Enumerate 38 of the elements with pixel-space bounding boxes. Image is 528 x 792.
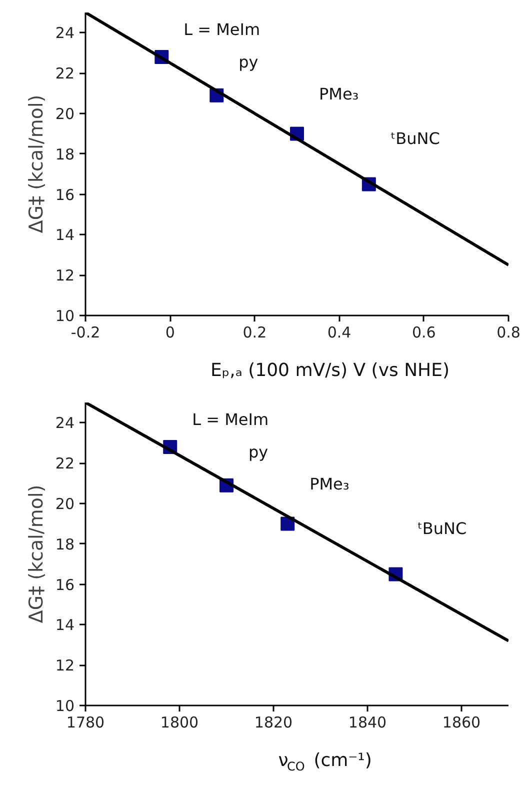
- y-tick-label: 20: [55, 105, 75, 123]
- y-tick-label: 22: [55, 64, 75, 83]
- y-axis-title: ΔG‡ (kcal/mol): [25, 484, 48, 624]
- annotation: py: [248, 442, 268, 462]
- x-tick-label: 0.4: [327, 324, 352, 342]
- y-tick-label: 16: [55, 186, 75, 204]
- x-tick-label: 0.6: [412, 324, 436, 342]
- y-tick-label: 22: [55, 454, 75, 473]
- x-tick-label: -0.2: [70, 324, 100, 342]
- y-tick-label: 24: [55, 24, 75, 42]
- y-tick-label: 14: [55, 616, 75, 634]
- annotation: ᵗBuNC: [390, 129, 440, 148]
- x-tick-label: 0.8: [496, 324, 520, 342]
- y-tick-label: 16: [55, 576, 75, 594]
- annotation: py: [238, 52, 258, 72]
- x-tick-label: 0.2: [242, 324, 267, 342]
- y-tick-label: 18: [55, 145, 75, 164]
- y-tick-label: 10: [55, 307, 75, 325]
- annotation: L = MeIm: [184, 20, 260, 39]
- x-tick-label: 0: [165, 324, 175, 342]
- y-tick-label: 12: [55, 656, 75, 675]
- y-axis-title: ΔG‡ (kcal/mol): [25, 94, 48, 234]
- x-axis-title: Eₚ,ₐ (100 mV/s) V (vs NHE): [210, 360, 450, 381]
- annotation: PMe₃: [310, 474, 350, 494]
- x-tick-label: 1840: [348, 714, 387, 732]
- annotation: PMe₃: [319, 84, 359, 104]
- annotation: ᵗBuNC: [418, 519, 467, 538]
- y-tick-label: 12: [55, 266, 75, 285]
- y-tick-label: 10: [55, 697, 75, 715]
- x-tick-label: 1800: [160, 714, 199, 732]
- x-tick-label: 1860: [442, 714, 481, 732]
- annotation: L = MeIm: [192, 410, 269, 429]
- y-tick-label: 18: [55, 535, 75, 554]
- x-tick-label: 1780: [66, 714, 105, 732]
- y-tick-label: 14: [55, 226, 75, 244]
- y-tick-label: 20: [55, 495, 75, 513]
- y-tick-label: 24: [55, 414, 75, 432]
- x-tick-label: 1820: [254, 714, 293, 732]
